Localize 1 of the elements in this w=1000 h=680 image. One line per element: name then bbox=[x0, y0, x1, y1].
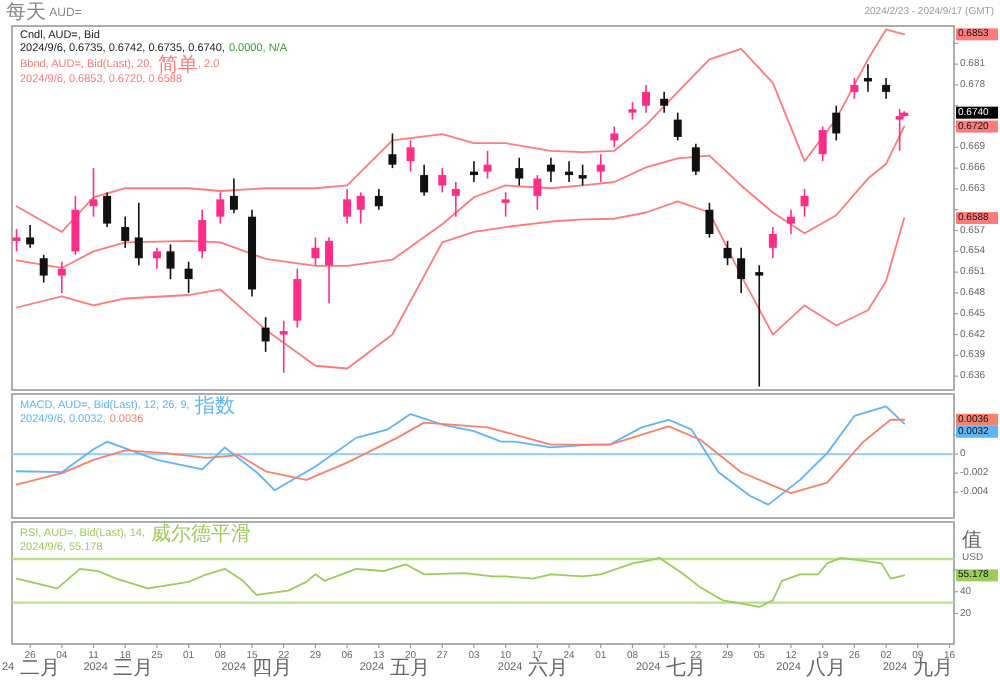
note: 值 bbox=[962, 529, 982, 552]
